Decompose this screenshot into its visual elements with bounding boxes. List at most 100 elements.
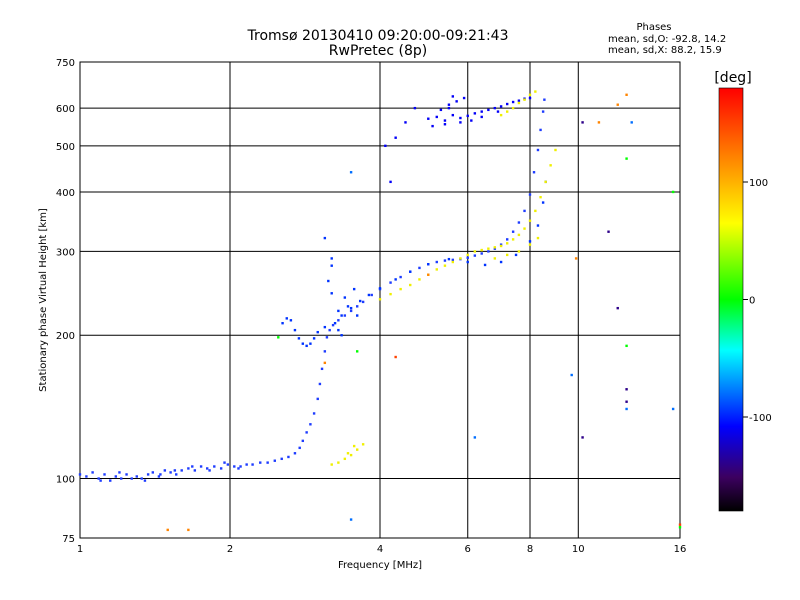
data-point: [367, 293, 371, 297]
x-tick-label: 4: [377, 544, 383, 555]
data-point: [346, 305, 350, 308]
data-point: [205, 467, 209, 470]
data-point: [120, 477, 123, 480]
data-point: [233, 465, 236, 468]
data-point: [166, 528, 169, 532]
data-point: [330, 292, 333, 295]
data-point: [574, 257, 578, 260]
grid-lines: [80, 62, 680, 538]
data-point: [355, 314, 359, 317]
data-point: [281, 321, 284, 325]
data-point: [361, 300, 365, 304]
data-point: [466, 114, 469, 118]
data-point: [505, 242, 509, 245]
data-point: [103, 473, 106, 476]
data-point: [109, 479, 112, 482]
data-point: [418, 278, 421, 281]
data-point: [389, 292, 392, 296]
data-point: [511, 238, 515, 241]
data-point: [466, 256, 469, 259]
data-point: [175, 473, 178, 476]
data-point: [541, 201, 545, 204]
data-point: [340, 314, 343, 317]
data-point: [349, 309, 353, 313]
data-point: [499, 105, 503, 108]
data-point: [340, 334, 343, 337]
data-point: [499, 113, 503, 117]
data-point: [466, 260, 469, 264]
data-point: [455, 100, 458, 103]
data-point: [337, 461, 340, 464]
data-point: [528, 193, 532, 196]
x-tick-label: 8: [527, 544, 533, 555]
data-point: [427, 263, 430, 266]
data-point: [630, 121, 633, 124]
data-point: [607, 230, 610, 233]
data-point: [97, 477, 100, 480]
data-point: [625, 93, 628, 96]
data-point: [125, 473, 128, 476]
data-point: [528, 243, 532, 246]
data-point: [435, 115, 438, 119]
x-tick-label: 1: [77, 544, 83, 555]
data-point: [532, 171, 536, 174]
data-point: [413, 106, 417, 110]
data-point: [399, 287, 402, 291]
data-point: [493, 246, 497, 249]
data-point: [536, 236, 540, 240]
x-axis-label: Frequency [MHz]: [338, 560, 422, 571]
data-point: [459, 257, 462, 260]
data-point: [169, 471, 172, 474]
data-point: [505, 253, 509, 257]
data-point: [118, 471, 121, 474]
data-point: [130, 477, 133, 480]
data-point: [539, 195, 542, 199]
data-point: [517, 250, 521, 253]
data-point: [394, 355, 397, 359]
y-tick-label: 200: [56, 331, 75, 342]
data-point: [447, 103, 451, 106]
data-point: [447, 257, 451, 261]
data-point: [293, 452, 297, 455]
data-point: [349, 306, 353, 310]
data-point: [554, 148, 557, 152]
data-point: [312, 337, 316, 340]
data-point: [355, 350, 359, 353]
data-point: [78, 473, 82, 476]
data-point: [239, 465, 242, 468]
data-point: [394, 278, 397, 281]
data-point: [199, 465, 203, 468]
data-point: [259, 461, 262, 464]
data-point: [337, 309, 340, 313]
data-point: [487, 247, 490, 250]
data-point: [671, 190, 675, 194]
data-point: [528, 96, 532, 100]
data-point: [625, 407, 628, 411]
data-point: [459, 121, 462, 124]
data-point: [451, 258, 455, 262]
data-point: [435, 260, 438, 264]
data-point: [305, 344, 308, 348]
data-point: [114, 475, 118, 478]
data-point: [523, 209, 526, 213]
data-point: [157, 475, 161, 478]
data-point: [301, 342, 305, 345]
data-point: [187, 528, 190, 532]
data-point: [443, 123, 447, 126]
data-point: [499, 243, 503, 246]
data-point: [499, 244, 503, 248]
data-point: [399, 275, 402, 279]
data-point: [514, 253, 518, 257]
data-point: [330, 463, 333, 466]
data-point: [409, 270, 412, 273]
data-point: [511, 230, 515, 233]
y-tick-label: 400: [56, 188, 75, 199]
data-point: [517, 233, 521, 237]
data-point: [493, 257, 497, 260]
data-point: [323, 325, 327, 329]
data-point: [266, 461, 269, 464]
data-point: [462, 96, 466, 100]
colorbar-tick-label: 100: [749, 178, 768, 189]
data-point: [251, 463, 254, 466]
data-point: [678, 526, 682, 529]
